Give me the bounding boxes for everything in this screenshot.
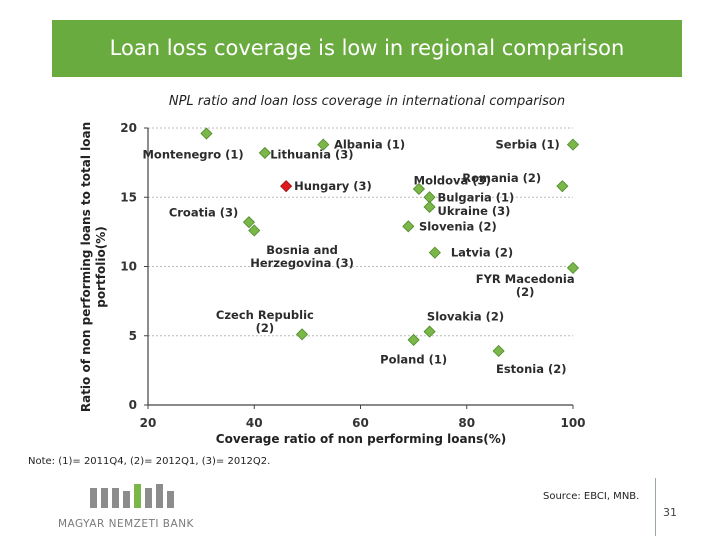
point-label-line: Bulgaria (1) (438, 190, 515, 204)
point-label-line: Moldova (3) (414, 174, 491, 188)
y-axis-title-line2: portfolio(%) (94, 226, 108, 307)
data-points (200, 127, 580, 358)
data-point (556, 180, 569, 193)
data-point (407, 333, 420, 346)
point-label-line: Latvia (2) (451, 246, 513, 260)
point-label-line: Bosnia and (266, 243, 338, 257)
x-tick-label: 20 (140, 416, 157, 430)
point-label: FYR Macedonia (2) (476, 272, 575, 299)
y-axis-title-line1: Ratio of non performing loans to total l… (79, 122, 93, 412)
tick-labels: 0 5 10 15 20 20 40 60 80 100 (120, 121, 585, 430)
data-point (317, 138, 330, 151)
point-label: Hungary (3) (294, 179, 372, 193)
point-label-line: Hungary (3) (294, 179, 372, 193)
chart-title: NPL ratio and loan loss coverage in inte… (168, 94, 566, 109)
point-label: Slovakia (2) (427, 309, 504, 323)
source-note: Source: EBCI, MNB. (543, 491, 640, 502)
data-point (492, 344, 505, 358)
data-point (428, 246, 441, 259)
point-label: Lithuania (3) (270, 147, 353, 161)
data-point-highlight (280, 180, 293, 193)
data-point (566, 261, 580, 274)
data-point (402, 220, 415, 233)
point-label-line: Lithuania (3) (270, 147, 353, 161)
point-label: Bosnia and Herzegovina (3) (250, 243, 354, 270)
title-bar: Loan loss coverage is low in regional co… (52, 20, 682, 77)
point-label: Albania (1) (334, 138, 405, 152)
y-tick-label: 5 (129, 329, 137, 343)
point-label-line: Serbia (1) (496, 138, 560, 152)
point-label-line: Croatia (3) (169, 205, 239, 219)
data-point (258, 146, 271, 159)
point-label-line: Romania (2) (462, 171, 541, 185)
chart-axes (144, 127, 574, 409)
y-axis-title: Ratio of non performing loans to total l… (79, 122, 108, 412)
point-label-line: Montenegro (1) (142, 147, 243, 161)
x-axis-title: Coverage ratio of non performing loans(%… (216, 432, 506, 446)
data-point (423, 325, 436, 338)
point-label-line: Herzegovina (3) (250, 256, 354, 270)
point-label: Moldova (3) (414, 174, 491, 188)
point-label-line: Ukraine (3) (438, 204, 511, 218)
point-label: Bulgaria (1) (438, 190, 515, 204)
point-label-line: Slovakia (2) (427, 309, 504, 323)
point-label-line: FYR Macedonia (476, 272, 575, 286)
x-tick-label: 80 (458, 416, 475, 430)
point-labels: Montenegro (1) Lithuania (3)Albania (1) Se… (142, 138, 574, 376)
page-title: Loan loss coverage is low in regional co… (109, 36, 625, 60)
data-point (200, 127, 213, 140)
point-label: Serbia (1) (496, 138, 560, 152)
x-tick-label: 100 (560, 416, 585, 430)
point-label: Romania (2) (462, 171, 541, 185)
y-tick-label: 0 (129, 398, 137, 412)
point-label: Poland (1) (380, 352, 447, 366)
page-number: 31 (663, 506, 677, 519)
y-tick-label: 20 (120, 121, 137, 135)
point-label: Czech Republic (2) (216, 308, 314, 335)
x-tick-label: 40 (246, 416, 263, 430)
point-label-line: Estonia (2) (496, 362, 567, 376)
logo-text: MAGYAR NEMZETI BANK (58, 518, 194, 530)
data-point (423, 200, 436, 214)
data-point (295, 328, 309, 341)
point-label-line: Poland (1) (380, 352, 447, 366)
point-label: Croatia (3) (169, 205, 239, 219)
footnote: Note: (1)= 2011Q4, (2)= 2012Q1, (3)= 201… (28, 456, 271, 467)
data-point (242, 216, 256, 229)
y-tick-label: 10 (120, 260, 137, 274)
y-tick-label: 15 (120, 190, 137, 204)
point-label: Latvia (2) (451, 246, 513, 260)
point-label: Estonia (2) (496, 362, 567, 376)
mnb-logo: MAGYAR NEMZETI BANK (58, 482, 208, 534)
logo-bars-icon (90, 484, 174, 508)
point-label: Montenegro (1) (142, 147, 243, 161)
point-label-line: Slovenia (2) (419, 219, 497, 233)
footer-divider (655, 478, 656, 536)
data-point (412, 182, 426, 196)
grid-lines (148, 127, 573, 337)
point-label-line: Albania (1) (334, 138, 405, 152)
point-label-line: (2) (256, 321, 275, 335)
data-point (248, 224, 261, 237)
point-label-line: (2) (516, 285, 535, 299)
point-label-line: Czech Republic (216, 308, 314, 322)
point-label: Slovenia (2) (419, 219, 497, 233)
x-tick-label: 60 (352, 416, 369, 430)
point-label: Ukraine (3) (438, 204, 511, 218)
data-point (566, 138, 580, 151)
